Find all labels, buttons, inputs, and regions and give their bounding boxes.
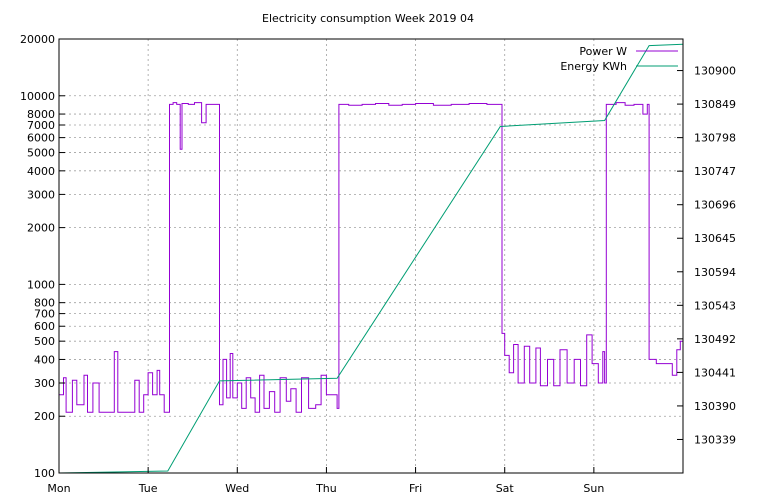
grid [59,39,683,473]
y-left-tick-label: 600 [34,320,55,333]
y-left-tick-label: 6000 [27,132,55,145]
y-left-tick-label: 7000 [27,119,55,132]
plot-frame [58,38,684,474]
series-line-power-w [59,102,684,413]
x-tick-label: Wed [225,482,249,495]
plot-series [58,43,684,474]
y-left-tick-label: 5000 [27,147,55,160]
y-right-tick-label: 130645 [694,232,736,245]
y-right-tick-label: 130849 [694,98,736,111]
y-left-tick-label: 4000 [27,165,55,178]
x-tick-label: Sun [583,482,604,495]
y-left-tick-label: 10000 [20,90,55,103]
y-right-tick-label: 130747 [694,165,736,178]
y-right-tick-label: 130492 [694,333,736,346]
y-left-tick-label: 800 [34,297,55,310]
y-left-tick-label: 100 [34,467,55,480]
y-right-tick-label: 130543 [694,299,736,312]
y-left-tick-label: 1000 [27,278,55,291]
x-tick-label: Fri [409,482,422,495]
y-left-tick-label: 500 [34,335,55,348]
x-tick-label: Mon [47,482,70,495]
y-left-tick-label: 2000 [27,222,55,235]
legend-label-energy-kwh: Energy KWh [560,60,627,73]
y-right-tick-label: 130900 [694,65,736,78]
y-left-tick-label: 200 [34,410,55,423]
legend-label-power-w: Power W [579,45,627,58]
y-right-tick-label: 130390 [694,400,736,413]
x-tick-label: Sat [496,482,515,495]
y-left-tick-label: 3000 [27,188,55,201]
legend: Power W Energy KWh [560,45,678,73]
y-left-tick-label: 400 [34,353,55,366]
chart-title: Electricity consumption Week 2019 04 [262,12,474,25]
y-left-tick-label: 20000 [20,33,55,46]
y-right-tick-label: 130696 [694,199,736,212]
y-right-tick-label: 130339 [694,433,736,446]
y-left-tick-label: 700 [34,308,55,321]
x-tick-label: Thu [315,482,337,495]
y-left-tick-label: 300 [34,377,55,390]
y-right-tick-label: 130441 [694,366,736,379]
y-left-tick-label: 8000 [27,108,55,121]
y-right-tick-label: 130798 [694,132,736,145]
y-right-tick-label: 130594 [694,266,736,279]
series-line-energy-kwh [58,43,684,474]
x-tick-label: Tue [138,482,158,495]
